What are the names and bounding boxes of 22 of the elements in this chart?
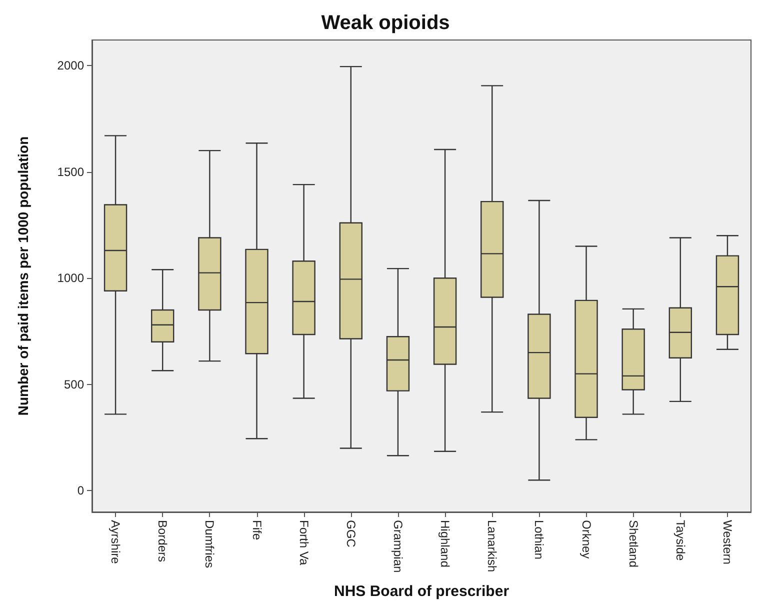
x-tick-label: Western: [720, 520, 734, 564]
x-tick-label: Dumfries: [202, 520, 217, 568]
x-tick-label: Forth Va: [296, 520, 311, 566]
x-tick-label: Borders: [156, 520, 170, 562]
y-tick-label: 1500: [57, 164, 84, 179]
x-tick-label: Lanarkish: [485, 520, 500, 572]
x-tick-label: Fife: [250, 520, 264, 540]
x-tick-label: Highland: [438, 520, 452, 568]
x-tick-label: Grampian: [390, 520, 405, 573]
x-tick-label: Tayside: [673, 520, 688, 562]
x-tick-label: Shetland: [626, 520, 640, 568]
y-tick-label: 0: [77, 484, 84, 498]
x-tick-label: Orkney: [579, 520, 594, 559]
chart-title: Weak opioids: [321, 12, 450, 34]
x-tick-label: GGC: [344, 520, 358, 548]
y-tick-label: 1000: [57, 271, 84, 286]
y-tick-label: 500: [64, 377, 84, 392]
y-tick-label: 2000: [57, 58, 84, 73]
x-axis-title: NHS Board of prescriber: [334, 583, 510, 600]
y-axis-title: Number of paid items per 1000 population: [15, 136, 31, 416]
x-tick-label: Lothian: [532, 520, 546, 560]
x-tick-label: Ayrshire: [108, 520, 123, 564]
